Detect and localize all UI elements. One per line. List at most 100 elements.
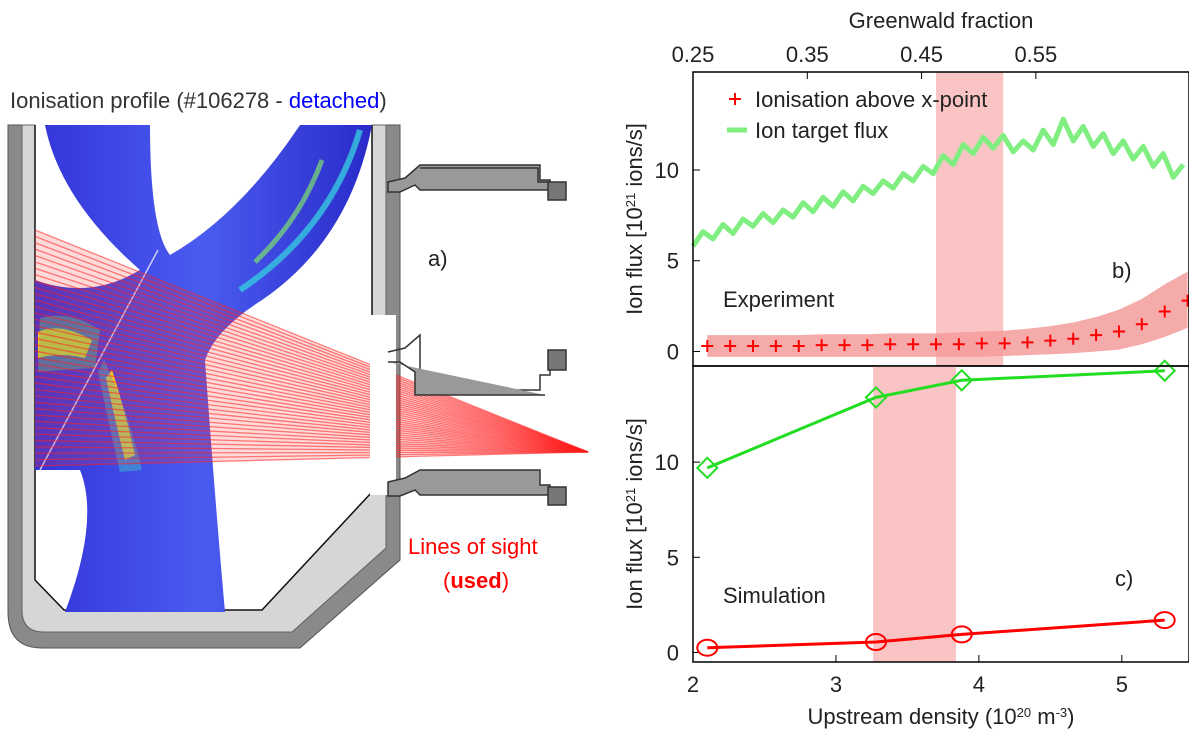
- line-of-sight: [34, 261, 589, 453]
- line-of-sight: [34, 331, 589, 453]
- y-tick-label: 0: [667, 640, 679, 665]
- marker-diamond: [864, 385, 888, 409]
- marker-plus: [815, 339, 828, 352]
- line-of-sight: [34, 451, 589, 467]
- marker-plus: [1181, 294, 1189, 307]
- line-of-sight: [34, 407, 589, 453]
- marker-plus: [861, 339, 874, 352]
- x-axis-label: Upstream density (1020 m-3): [808, 704, 1075, 729]
- line-of-sight: [34, 451, 589, 454]
- y-axis-label: Ion flux [1021 ions/s]: [622, 123, 647, 315]
- lines-of-sight: [34, 229, 589, 467]
- line-of-sight: [34, 376, 589, 453]
- line-of-sight: [34, 401, 589, 453]
- ports: [387, 164, 567, 506]
- y-tick-label: 0: [667, 339, 679, 364]
- y-tick-label: 10: [655, 158, 679, 183]
- used-label: used: [450, 568, 501, 593]
- x2-tick-label: 0.35: [786, 42, 829, 67]
- highlight-band: [935, 72, 1004, 366]
- error-band: [707, 271, 1188, 357]
- series-line: [690, 116, 1186, 248]
- line-of-sight: [34, 286, 589, 453]
- line-of-sight: [34, 433, 589, 453]
- title-text: ): [379, 88, 386, 113]
- panel-label: c): [1115, 566, 1133, 591]
- marker-plus: [792, 340, 805, 353]
- line-of-sight: [34, 350, 589, 453]
- line-of-sight: [34, 427, 589, 453]
- line-of-sight: [34, 280, 589, 453]
- line-of-sight: [34, 312, 589, 453]
- los-sublabel: (used): [443, 568, 509, 593]
- label-part: Ion flux [10: [622, 502, 647, 610]
- superscript: 20: [1017, 705, 1031, 720]
- line-of-sight: [34, 325, 589, 453]
- marker-circle: [1153, 611, 1176, 630]
- window: [370, 315, 396, 495]
- line-of-sight: [34, 395, 589, 453]
- x2-tick-label: 0.45: [900, 42, 943, 67]
- legend-label: Ionisation above x-point: [755, 87, 987, 112]
- superscript: 21: [623, 193, 638, 207]
- panel-annotation: Simulation: [723, 583, 826, 608]
- marker-plus: [1135, 318, 1148, 331]
- line-of-sight: [34, 446, 589, 453]
- x-tick-label: 5: [1116, 672, 1128, 697]
- marker-plus: [884, 338, 897, 351]
- marker-plus: [724, 340, 737, 353]
- line-of-sight: [34, 235, 589, 453]
- panel-label: b): [1112, 258, 1132, 283]
- label-part: ions/s]: [622, 418, 647, 488]
- y-tick-label: 5: [667, 249, 679, 274]
- marker-circle: [950, 625, 973, 644]
- marker-plus: [1021, 336, 1034, 349]
- label-part: m: [1031, 704, 1055, 729]
- line-of-sight: [34, 293, 589, 453]
- line-of-sight: [34, 242, 589, 453]
- marker-plus: [1090, 329, 1103, 342]
- line-of-sight: [34, 337, 589, 453]
- legend-label: Ion target flux: [755, 118, 888, 143]
- marker-plus: [838, 339, 851, 352]
- marker-plus: [929, 338, 942, 351]
- plot-frame: [692, 365, 1189, 663]
- marker-plus: [952, 338, 965, 351]
- line-of-sight: [34, 369, 589, 453]
- line-of-sight: [34, 305, 589, 453]
- los-label: Lines of sight: [408, 534, 538, 559]
- legend-swatch: [729, 93, 741, 105]
- panel-annotation: Experiment: [723, 287, 834, 312]
- title-highlight: detached: [289, 88, 380, 113]
- x2-axis-label: Greenwald fraction: [849, 8, 1034, 33]
- line-of-sight: [34, 254, 589, 453]
- line-of-sight: [34, 356, 589, 453]
- marker-circle: [864, 633, 887, 652]
- line-of-sight: [34, 299, 589, 453]
- line-of-sight: [34, 274, 589, 453]
- line-of-sight: [34, 439, 589, 453]
- line-of-sight: [34, 267, 589, 453]
- x2-tick-label: 0.55: [1014, 42, 1057, 67]
- paren: ): [502, 568, 509, 593]
- line-of-sight: [34, 451, 589, 461]
- marker-diamond: [1153, 359, 1177, 383]
- line-of-sight: [34, 344, 589, 453]
- x-tick-label: 2: [687, 672, 699, 697]
- line-of-sight: [34, 388, 589, 453]
- marker-plus: [1044, 334, 1057, 347]
- label-part: Upstream density (10: [808, 704, 1017, 729]
- line-of-sight: [34, 420, 589, 453]
- line-of-sight: [34, 382, 589, 453]
- marker-plus: [998, 337, 1011, 350]
- marker-plus: [975, 337, 988, 350]
- x-tick-label: 3: [830, 672, 842, 697]
- superscript: -3: [1056, 705, 1068, 720]
- series-line: [706, 369, 1165, 470]
- line-of-sight: [34, 229, 589, 453]
- x2-tick-label: 0.25: [672, 42, 715, 67]
- label-part: Ion flux [10: [622, 207, 647, 315]
- label-part: ): [1067, 704, 1074, 729]
